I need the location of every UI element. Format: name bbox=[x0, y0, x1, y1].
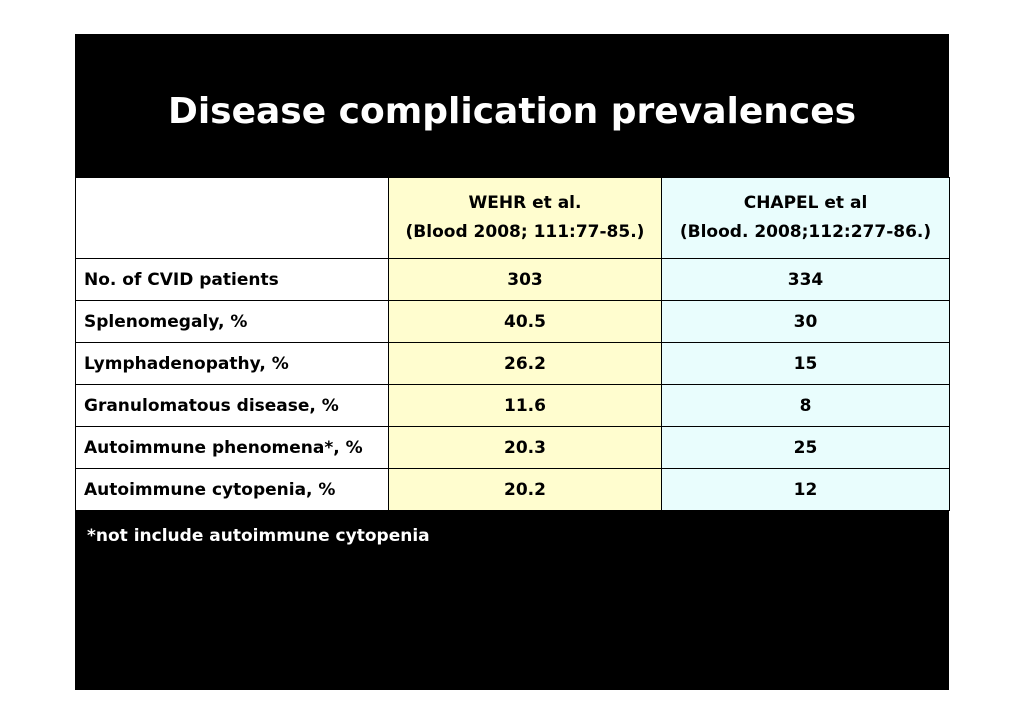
header-chapel: CHAPEL et al (Blood. 2008;112:277-86.) bbox=[661, 177, 950, 259]
table-row: No. of CVID patients 303 334 bbox=[75, 258, 950, 301]
chapel-value: 25 bbox=[661, 426, 950, 469]
row-label: No. of CVID patients bbox=[75, 258, 389, 301]
table-header-row: WEHR et al. (Blood 2008; 111:77-85.) CHA… bbox=[75, 177, 950, 259]
wehr-value: 20.3 bbox=[388, 426, 662, 469]
header-chapel-author: CHAPEL et al bbox=[743, 193, 868, 213]
header-wehr-author: WEHR et al. bbox=[468, 193, 582, 213]
table-row: Granulomatous disease, % 11.6 8 bbox=[75, 384, 950, 427]
header-empty-cell bbox=[75, 177, 389, 259]
table-row: Autoimmune phenomena*, % 20.3 25 bbox=[75, 426, 950, 469]
chapel-value: 12 bbox=[661, 468, 950, 511]
chapel-value: 334 bbox=[661, 258, 950, 301]
table-row: Lymphadenopathy, % 26.2 15 bbox=[75, 342, 950, 385]
footnote: *not include autoimmune cytopenia bbox=[87, 526, 430, 546]
wehr-value: 40.5 bbox=[388, 300, 662, 343]
prevalence-table: WEHR et al. (Blood 2008; 111:77-85.) CHA… bbox=[75, 177, 950, 511]
wehr-value: 20.2 bbox=[388, 468, 662, 511]
row-label: Lymphadenopathy, % bbox=[75, 342, 389, 385]
slide-title: Disease complication prevalences bbox=[167, 91, 857, 132]
wehr-value: 11.6 bbox=[388, 384, 662, 427]
row-label: Autoimmune cytopenia, % bbox=[75, 468, 389, 511]
header-wehr: WEHR et al. (Blood 2008; 111:77-85.) bbox=[388, 177, 662, 259]
row-label: Granulomatous disease, % bbox=[75, 384, 389, 427]
wehr-value: 26.2 bbox=[388, 342, 662, 385]
slide: Disease complication prevalences WEHR et… bbox=[75, 34, 950, 690]
wehr-value: 303 bbox=[388, 258, 662, 301]
row-label: Splenomegaly, % bbox=[75, 300, 389, 343]
row-label: Autoimmune phenomena*, % bbox=[75, 426, 389, 469]
chapel-value: 30 bbox=[661, 300, 950, 343]
table-row: Autoimmune cytopenia, % 20.2 12 bbox=[75, 468, 950, 511]
chapel-value: 15 bbox=[661, 342, 950, 385]
header-chapel-citation: (Blood. 2008;112:277-86.) bbox=[679, 222, 932, 242]
chapel-value: 8 bbox=[661, 384, 950, 427]
header-wehr-citation: (Blood 2008; 111:77-85.) bbox=[405, 222, 645, 242]
table-row: Splenomegaly, % 40.5 30 bbox=[75, 300, 950, 343]
